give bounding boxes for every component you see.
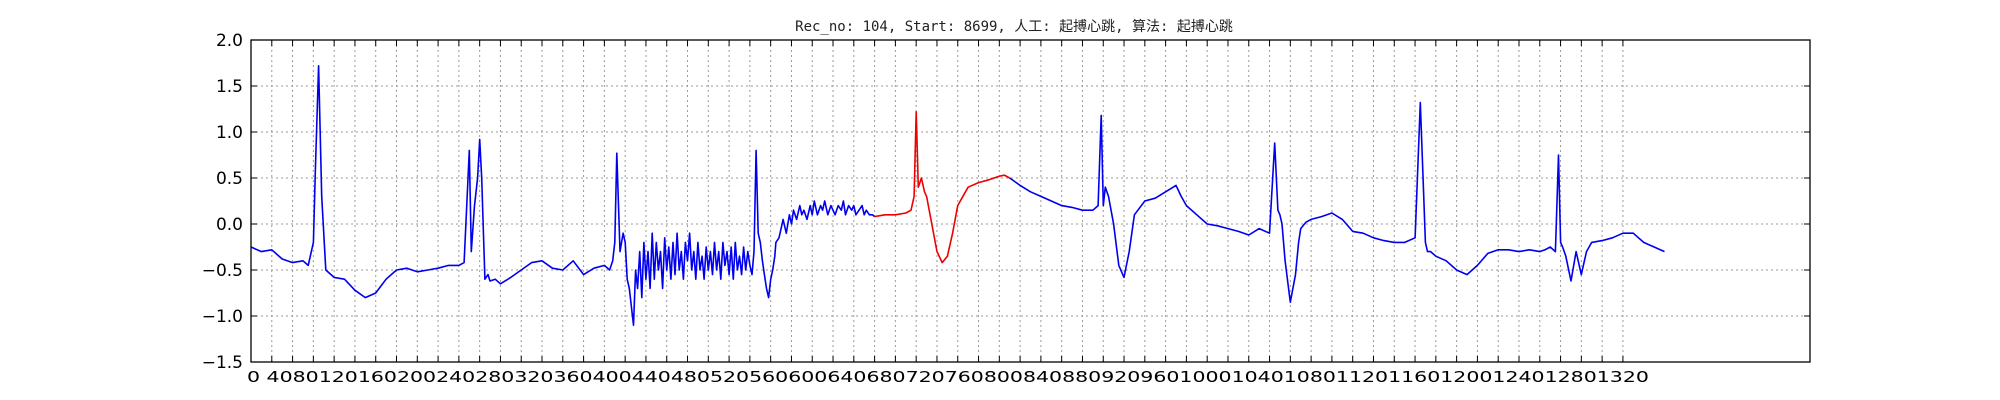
y-tick-label: −1.5 (202, 353, 243, 373)
y-tick-label: −0.5 (202, 261, 243, 281)
axis-ticks: −1.5 −1.0 −0.5 0.0 0.5 1.0 1.5 2.0 0 40801201602… (202, 31, 1810, 386)
plot-frame (250, 39, 1811, 363)
y-tick-label: 0.5 (216, 169, 243, 189)
y-tick-label: 0.0 (216, 215, 243, 235)
y-tick-label: 2.0 (216, 31, 243, 51)
y-tick-label: 1.0 (216, 123, 243, 143)
chart-title: Rec_no: 104, Start: 8699, 人工: 起搏心跳, 算法: … (795, 18, 1233, 35)
series-line-2 (1009, 101, 1665, 304)
grid (251, 40, 1810, 362)
y-tick-label: 1.5 (216, 77, 243, 97)
y-tick-label: −1.0 (202, 307, 243, 327)
series-line-1 (874, 111, 1011, 264)
series-line-0 (250, 65, 876, 327)
x-tick-labels: 0 40801201602002402803203604004404805205… (247, 368, 1649, 386)
series-lines (250, 65, 1665, 327)
